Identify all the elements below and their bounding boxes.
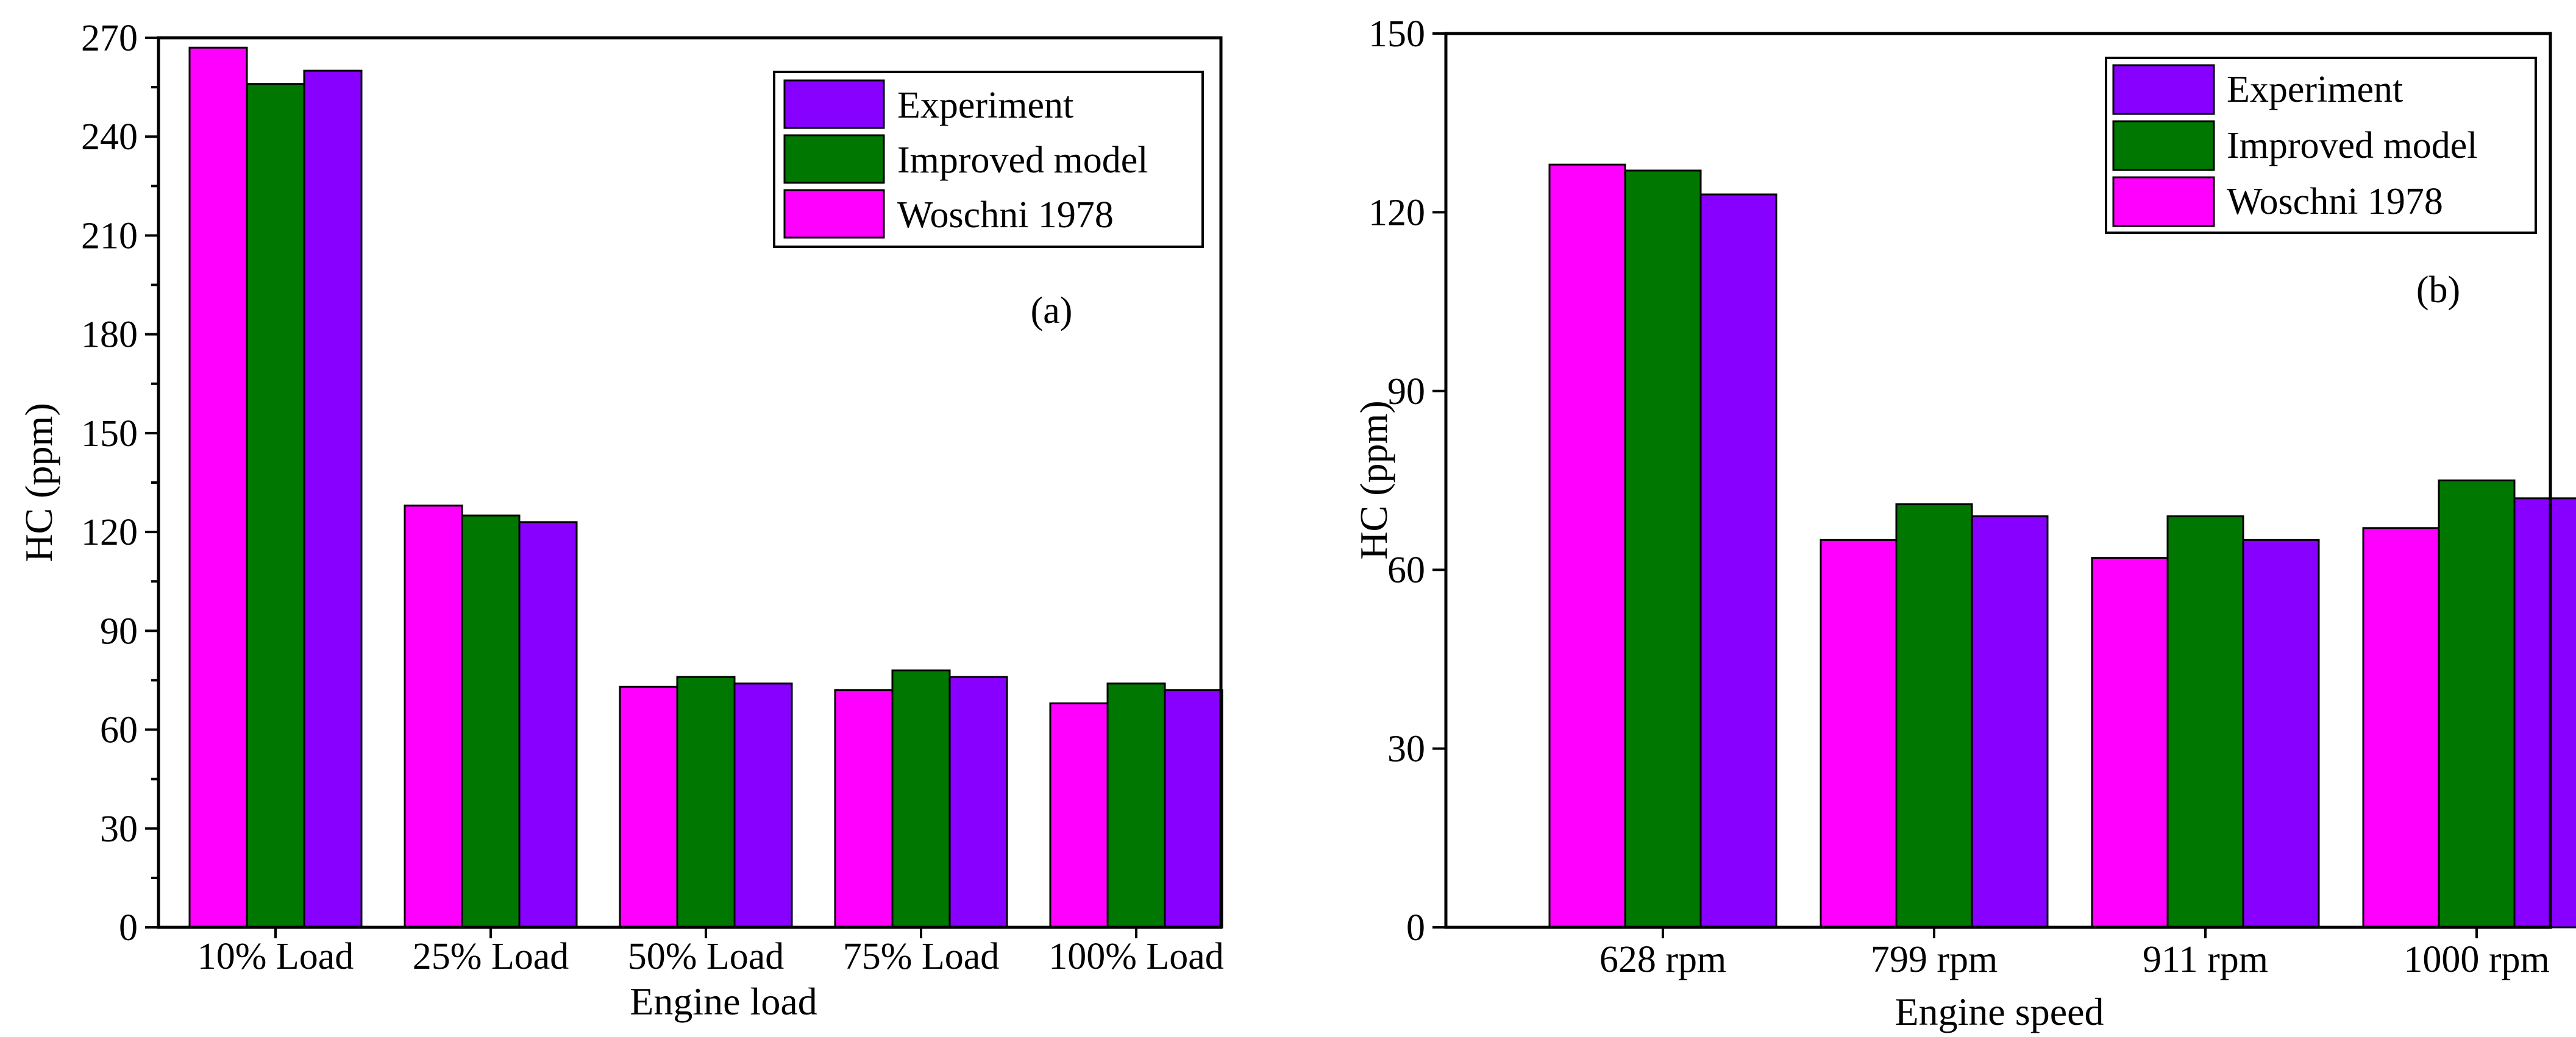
bar-improved-model-799-rpm xyxy=(1895,503,1973,929)
x-tick-label: 799 rpm xyxy=(1871,939,1998,980)
bar-experiment-911-rpm xyxy=(2242,539,2320,929)
chart-panel-b: 0 30 60 90 120 150 628 rpm 799 rpm 911 rpm 1000 … xyxy=(1352,13,2576,1033)
bar-improved-model-1000-rpm xyxy=(2438,480,2516,929)
chart-panel-a: 0 30 60 90 120 150 180 210 240 270 10% Load 25% Lo… xyxy=(17,18,1224,1023)
bar-woschni-1978-1000-rpm xyxy=(2362,527,2440,929)
panel-label: (b) xyxy=(2416,269,2460,311)
bar-experiment-10-load xyxy=(303,69,363,929)
bar-improved-model-100-load xyxy=(1106,682,1166,929)
legend-label-woschni-1978: Woschni 1978 xyxy=(897,194,1114,236)
bar-experiment-799-rpm xyxy=(1971,515,2049,929)
plot-frame xyxy=(1444,32,2552,929)
x-tick-label: 100% Load xyxy=(1048,936,1224,977)
legend: Experiment Improved model Woschni 1978 xyxy=(773,71,1204,248)
bar-experiment-100-load xyxy=(1164,689,1223,929)
y-axis: 0 30 60 90 120 150 xyxy=(1368,13,1446,949)
x-tick-label: 1000 rpm xyxy=(2403,939,2549,980)
bar-experiment-50-load xyxy=(733,682,793,929)
bar-improved-model-75-load xyxy=(891,669,951,929)
y-tick-label: 270 xyxy=(81,18,138,59)
y-tick-label: 30 xyxy=(1387,729,1425,770)
y-tick-label: 0 xyxy=(119,907,138,949)
bar-woschni-1978-100-load xyxy=(1049,702,1109,929)
bar-improved-model-911-rpm xyxy=(2166,515,2244,929)
y-tick-label: 120 xyxy=(1368,192,1425,233)
x-tick-label: 25% Load xyxy=(413,936,569,977)
bar-experiment-25-load xyxy=(518,521,578,929)
legend-label-improved-model: Improved model xyxy=(897,140,1148,181)
bar-woschni-1978-628-rpm xyxy=(1548,163,1626,929)
y-tick-label: 240 xyxy=(81,116,138,158)
bar-woschni-1978-50-load xyxy=(619,685,678,929)
x-axis-title: Engine speed xyxy=(1895,990,2104,1033)
legend-swatch-experiment xyxy=(2112,64,2215,115)
y-tick-label: 90 xyxy=(100,611,138,652)
legend-swatch-woschni-1978 xyxy=(2112,176,2215,227)
y-tick-label: 180 xyxy=(81,314,138,356)
legend-swatch-woschni-1978 xyxy=(783,189,885,239)
x-axis-title: Engine load xyxy=(630,980,817,1023)
legend-label-experiment: Experiment xyxy=(897,85,1073,126)
y-axis: 0 30 60 90 120 150 180 210 240 270 xyxy=(81,18,158,949)
bar-woschni-1978-911-rpm xyxy=(2091,557,2169,929)
y-tick-label: 210 xyxy=(81,215,138,257)
bar-woschni-1978-10-load xyxy=(188,46,248,929)
y-tick-label: 150 xyxy=(1368,13,1425,55)
bar-improved-model-25-load xyxy=(461,514,521,929)
x-axis: 10% Load 25% Load 50% Load 75% Load 100% Loa… xyxy=(197,927,1224,977)
y-tick-label: 60 xyxy=(1387,550,1425,591)
bar-experiment-1000-rpm xyxy=(2513,497,2576,929)
legend-swatch-improved-model xyxy=(783,134,885,184)
bar-woschni-1978-799-rpm xyxy=(1820,539,1898,929)
x-tick-label: 628 rpm xyxy=(1599,939,1726,980)
bar-woschni-1978-25-load xyxy=(404,504,463,929)
x-tick-label: 50% Load xyxy=(628,936,785,977)
y-axis-title: HC (ppm) xyxy=(1352,400,1395,559)
legend-label-experiment: Experiment xyxy=(2227,69,2403,110)
x-tick-label: 10% Load xyxy=(197,936,354,977)
bar-experiment-75-load xyxy=(948,676,1008,929)
x-tick-label: 75% Load xyxy=(843,936,1000,977)
y-axis-title: HC (ppm) xyxy=(17,403,60,562)
legend-label-improved-model: Improved model xyxy=(2227,125,2478,166)
bar-improved-model-628-rpm xyxy=(1624,169,1702,929)
y-tick-label: 90 xyxy=(1387,371,1425,412)
x-tick-label: 911 rpm xyxy=(2143,939,2268,980)
bar-improved-model-10-load xyxy=(246,83,305,929)
x-axis: 628 rpm 799 rpm 911 rpm 1000 rpm xyxy=(1599,927,2550,980)
y-tick-label: 30 xyxy=(100,809,138,850)
bar-experiment-628-rpm xyxy=(1699,193,1777,929)
legend-swatch-improved-model xyxy=(2112,120,2215,171)
y-tick-label: 0 xyxy=(1406,907,1425,949)
legend-swatch-experiment xyxy=(783,79,885,129)
panel-label: (a) xyxy=(1031,290,1073,331)
bar-woschni-1978-75-load xyxy=(834,689,894,929)
y-tick-label: 150 xyxy=(81,413,138,455)
legend-label-woschni-1978: Woschni 1978 xyxy=(2227,181,2443,222)
legend: Experiment Improved model Woschni 1978 xyxy=(2105,57,2537,234)
bars-group xyxy=(188,46,1223,929)
bar-improved-model-50-load xyxy=(676,676,736,929)
y-tick-label: 60 xyxy=(100,710,138,751)
y-tick-label: 120 xyxy=(81,512,138,553)
